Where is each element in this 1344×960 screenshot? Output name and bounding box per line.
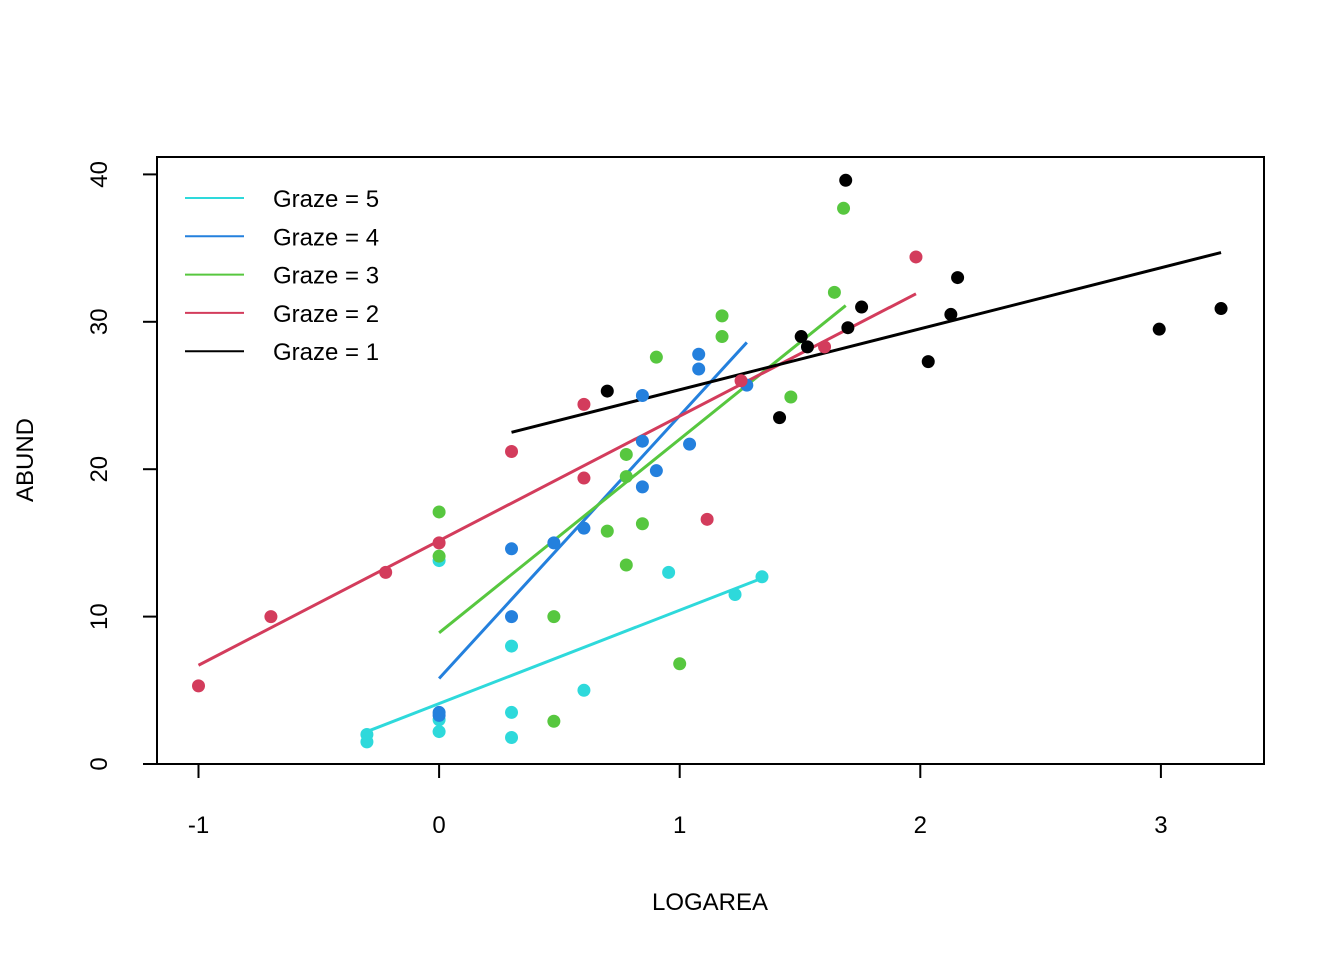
data-point (192, 679, 205, 693)
data-point (951, 271, 965, 285)
data-point (841, 321, 855, 335)
data-point (715, 309, 729, 323)
data-point (635, 389, 649, 402)
data-point (432, 505, 446, 519)
legend: Graze = 5 Graze = 4 Graze = 3 Graze = 2 Graz… (185, 186, 379, 366)
data-point (944, 307, 958, 321)
data-point (635, 480, 649, 494)
data-point (662, 565, 676, 579)
fit-line (438, 304, 847, 634)
data-point (683, 437, 697, 451)
data-point (715, 330, 729, 344)
fit-lines (197, 251, 1222, 733)
y-axis: 0 10 20 30 40 (86, 161, 158, 771)
data-point (649, 464, 663, 478)
data-point (505, 639, 519, 653)
data-point (432, 549, 446, 563)
data-point (649, 350, 663, 364)
data-point (619, 558, 633, 572)
data-point (360, 735, 374, 749)
data-point (837, 201, 851, 215)
data-point (773, 411, 787, 425)
data-point (577, 521, 591, 535)
x-tick-label: -1 (188, 812, 209, 839)
data-point (264, 610, 278, 624)
y-tick-label: 30 (86, 308, 113, 335)
fit-line (511, 251, 1222, 434)
data-point (505, 610, 519, 624)
data-point (700, 512, 714, 526)
y-tick-label: 40 (86, 161, 113, 188)
x-axis: -1 0 1 2 3 (188, 763, 1168, 839)
data-point (839, 173, 853, 187)
legend-label: Graze = 5 (273, 186, 379, 213)
data-point (784, 390, 798, 404)
legend-label: Graze = 2 (273, 301, 379, 328)
data-point (921, 355, 935, 369)
data-point (577, 683, 591, 697)
y-tick-label: 10 (86, 603, 113, 630)
data-point (432, 725, 446, 739)
data-point (635, 434, 649, 448)
x-tick-label: 2 (914, 812, 927, 839)
data-point (505, 705, 519, 719)
data-point (505, 445, 519, 459)
data-point (755, 570, 769, 584)
x-tick-label: 3 (1154, 812, 1167, 839)
data-point (619, 470, 633, 484)
x-tick-label: 0 (432, 812, 445, 839)
data-point (547, 610, 561, 624)
legend-label: Graze = 4 (273, 224, 379, 251)
data-point (432, 708, 446, 722)
data-point (692, 362, 706, 376)
data-point (432, 536, 446, 550)
data-point (794, 330, 808, 344)
y-tick-label: 0 (86, 757, 113, 770)
data-point (855, 300, 869, 314)
data-point (673, 657, 687, 671)
data-points (192, 173, 1228, 749)
fit-line (366, 576, 763, 733)
data-point (800, 340, 814, 354)
data-point (728, 587, 742, 601)
data-point (619, 447, 633, 461)
data-point (577, 397, 591, 411)
data-point (635, 517, 649, 531)
fit-line (197, 292, 917, 667)
x-tick-label: 1 (673, 812, 686, 839)
data-point (692, 347, 706, 361)
x-axis-title: LOGAREA (652, 889, 768, 916)
data-point (505, 730, 519, 744)
data-point (1214, 302, 1228, 316)
data-point (600, 524, 614, 538)
data-point (505, 542, 519, 556)
legend-label: Graze = 3 (273, 263, 379, 290)
data-point (600, 384, 614, 398)
data-point (818, 340, 832, 354)
data-point (547, 536, 561, 550)
legend-label: Graze = 1 (273, 339, 379, 366)
y-axis-title: ABUND (12, 418, 39, 502)
y-tick-label: 20 (86, 456, 113, 483)
data-point (577, 471, 591, 485)
data-point (379, 565, 393, 579)
data-point (734, 374, 748, 388)
data-point (827, 285, 841, 299)
data-point (909, 250, 923, 264)
data-point (1152, 322, 1166, 336)
data-point (547, 714, 561, 728)
